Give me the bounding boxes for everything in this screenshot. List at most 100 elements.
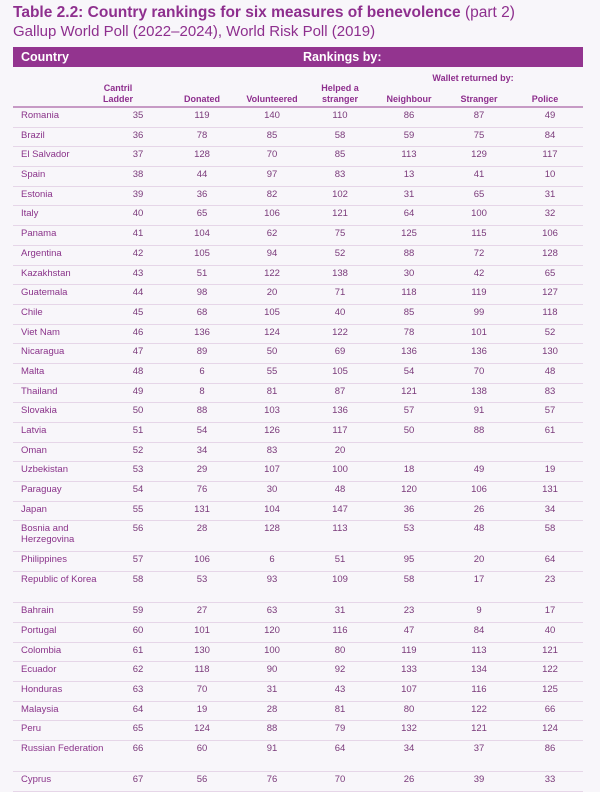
cell-helped-stranger: 92 <box>303 661 377 682</box>
cell-wallet-neighbour: 23 <box>377 602 441 623</box>
table-row: Malaysia 64 19 28 81 80 122 66 <box>13 701 583 722</box>
cell-donated: 54 <box>163 422 241 443</box>
cell-country: Paraguay <box>13 481 113 502</box>
cell-country: Thailand <box>13 383 113 404</box>
cell-cantril-ladder: 50 <box>113 402 163 423</box>
cell-wallet-police: 61 <box>517 422 583 443</box>
cell-cantril-ladder: 45 <box>113 304 163 325</box>
cell-wallet-stranger: 42 <box>441 265 517 286</box>
cell-donated: 88 <box>163 402 241 423</box>
cell-wallet-police: 83 <box>517 383 583 404</box>
cell-cantril-ladder: 39 <box>113 186 163 207</box>
cell-helped-stranger: 121 <box>303 205 377 227</box>
cell-wallet-stranger: 9 <box>441 602 517 623</box>
cell-volunteered: 55 <box>241 363 303 384</box>
cell-cantril-ladder: 40 <box>113 205 163 227</box>
header-bar: Country Rankings by: <box>13 47 583 67</box>
cell-volunteered: 126 <box>241 422 303 443</box>
cell-donated: 27 <box>163 602 241 623</box>
table-row: Malta 48 6 55 105 54 70 48 <box>13 363 583 384</box>
cell-wallet-police: 125 <box>517 681 583 702</box>
cell-wallet-police: 127 <box>517 284 583 305</box>
cell-cantril-ladder: 35 <box>113 108 163 128</box>
cell-wallet-police <box>517 442 583 463</box>
cell-volunteered: 83 <box>241 442 303 463</box>
cell-cantril-ladder: 47 <box>113 343 163 364</box>
cell-donated: 36 <box>163 186 241 207</box>
cell-volunteered: 50 <box>241 343 303 364</box>
cell-wallet-police: 49 <box>517 108 583 128</box>
cell-volunteered: 88 <box>241 720 303 741</box>
cell-wallet-stranger: 101 <box>441 324 517 345</box>
cell-wallet-police: 19 <box>517 461 583 483</box>
cell-wallet-stranger: 88 <box>441 422 517 443</box>
cell-wallet-police: 117 <box>517 146 583 168</box>
table-row: Uzbekistan 53 29 107 100 18 49 19 <box>13 461 583 483</box>
cell-wallet-stranger: 129 <box>441 146 517 168</box>
cell-donated: 76 <box>163 481 241 502</box>
cell-cantril-ladder: 57 <box>113 551 163 573</box>
cell-volunteered: 94 <box>241 245 303 266</box>
table-row: Bosnia and Herzegovina 56 28 128 113 53 48 58 <box>13 520 583 553</box>
cell-wallet-neighbour: 36 <box>377 501 441 522</box>
cell-volunteered: 20 <box>241 284 303 305</box>
cell-cantril-ladder: 65 <box>113 720 163 741</box>
cell-donated: 34 <box>163 442 241 463</box>
cell-wallet-neighbour: 95 <box>377 551 441 573</box>
cell-wallet-neighbour: 133 <box>377 661 441 682</box>
cell-volunteered: 93 <box>241 571 303 604</box>
cell-helped-stranger: 71 <box>303 284 377 305</box>
cell-cantril-ladder: 58 <box>113 571 163 604</box>
cell-country: Uzbekistan <box>13 461 113 483</box>
cell-country: Japan <box>13 501 113 522</box>
cell-cantril-ladder: 55 <box>113 501 163 522</box>
cell-country: Bahrain <box>13 602 113 623</box>
cell-volunteered: 128 <box>241 520 303 553</box>
cell-volunteered: 81 <box>241 383 303 404</box>
cell-cantril-ladder: 61 <box>113 642 163 663</box>
cell-donated: 136 <box>163 324 241 345</box>
cell-country: Bosnia and Herzegovina <box>13 520 113 553</box>
cell-wallet-stranger: 115 <box>441 225 517 246</box>
cell-wallet-stranger: 122 <box>441 701 517 722</box>
cell-volunteered: 6 <box>241 551 303 573</box>
cell-helped-stranger: 20 <box>303 442 377 463</box>
cell-helped-stranger: 51 <box>303 551 377 573</box>
rankings-table: Romania 35 119 140 110 86 87 49 Brazil 36 78 85 58 59… <box>13 108 583 792</box>
cell-wallet-police: 48 <box>517 363 583 384</box>
table-row: Romania 35 119 140 110 86 87 49 <box>13 108 583 128</box>
table-row: Nicaragua 47 89 50 69 136 136 130 <box>13 343 583 364</box>
table-row: Viet Nam 46 136 124 122 78 101 52 <box>13 324 583 345</box>
cell-wallet-police: 121 <box>517 642 583 663</box>
cell-donated: 105 <box>163 245 241 266</box>
cell-wallet-stranger: 75 <box>441 127 517 148</box>
cell-volunteered: 90 <box>241 661 303 682</box>
cell-wallet-neighbour: 107 <box>377 681 441 702</box>
cell-wallet-stranger: 17 <box>441 571 517 604</box>
title-part: (part 2) <box>464 4 515 21</box>
table-row: Brazil 36 78 85 58 59 75 84 <box>13 127 583 148</box>
cell-cantril-ladder: 56 <box>113 520 163 553</box>
cell-wallet-police: 84 <box>517 127 583 148</box>
cell-volunteered: 124 <box>241 324 303 345</box>
cell-wallet-stranger: 99 <box>441 304 517 325</box>
cell-donated: 65 <box>163 205 241 227</box>
cell-wallet-stranger: 20 <box>441 551 517 573</box>
cell-wallet-neighbour: 85 <box>377 304 441 325</box>
col-stranger: Stranger <box>460 94 498 104</box>
cell-wallet-police: 124 <box>517 720 583 741</box>
cell-volunteered: 63 <box>241 602 303 623</box>
cell-volunteered: 100 <box>241 642 303 663</box>
cell-country: Nicaragua <box>13 343 113 364</box>
cell-country: Peru <box>13 720 113 741</box>
cell-cantril-ladder: 53 <box>113 461 163 483</box>
cell-donated: 53 <box>163 571 241 604</box>
cell-country: Romania <box>13 108 113 128</box>
cell-country: Oman <box>13 442 113 463</box>
cell-wallet-police: 128 <box>517 245 583 266</box>
table-row: Russian Federation 66 60 91 64 34 37 86 <box>13 740 583 772</box>
table-row: Estonia 39 36 82 102 31 65 31 <box>13 186 583 207</box>
cell-cantril-ladder: 62 <box>113 661 163 682</box>
cell-helped-stranger: 43 <box>303 681 377 702</box>
cell-volunteered: 97 <box>241 166 303 187</box>
